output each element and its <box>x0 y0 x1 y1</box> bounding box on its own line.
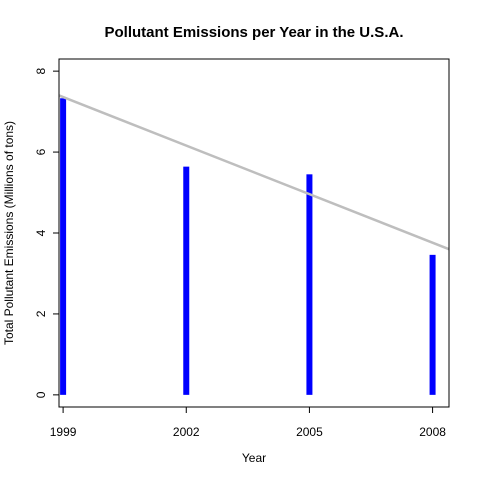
bars-group <box>60 98 436 395</box>
y-axis: 0 2 4 6 8 <box>34 67 59 398</box>
x-tick-label-2008: 2008 <box>419 425 446 439</box>
y-tick-label-2: 2 <box>34 310 48 317</box>
chart-title: Pollutant Emissions per Year in the U.S.… <box>105 24 404 41</box>
x-axis-label: Year <box>242 451 266 465</box>
y-tick-label-8: 8 <box>34 67 48 74</box>
x-axis: 1999 2002 2005 2008 <box>50 407 446 439</box>
trend-line <box>58 94 450 251</box>
y-tick-label-0: 0 <box>34 391 48 398</box>
x-tick-label-2002: 2002 <box>173 425 200 439</box>
x-tick-label-1999: 1999 <box>50 425 77 439</box>
bar-2005 <box>306 174 313 395</box>
y-axis-label: Total Pollutant Emissions (Millions of t… <box>2 121 16 345</box>
y-tick-label-6: 6 <box>34 148 48 155</box>
bar-2008 <box>429 254 436 395</box>
bar-1999 <box>60 98 67 395</box>
plot-frame <box>58 58 450 408</box>
bar-2002 <box>183 166 190 395</box>
y-tick-label-4: 4 <box>34 229 48 236</box>
x-tick-label-2005: 2005 <box>296 425 323 439</box>
